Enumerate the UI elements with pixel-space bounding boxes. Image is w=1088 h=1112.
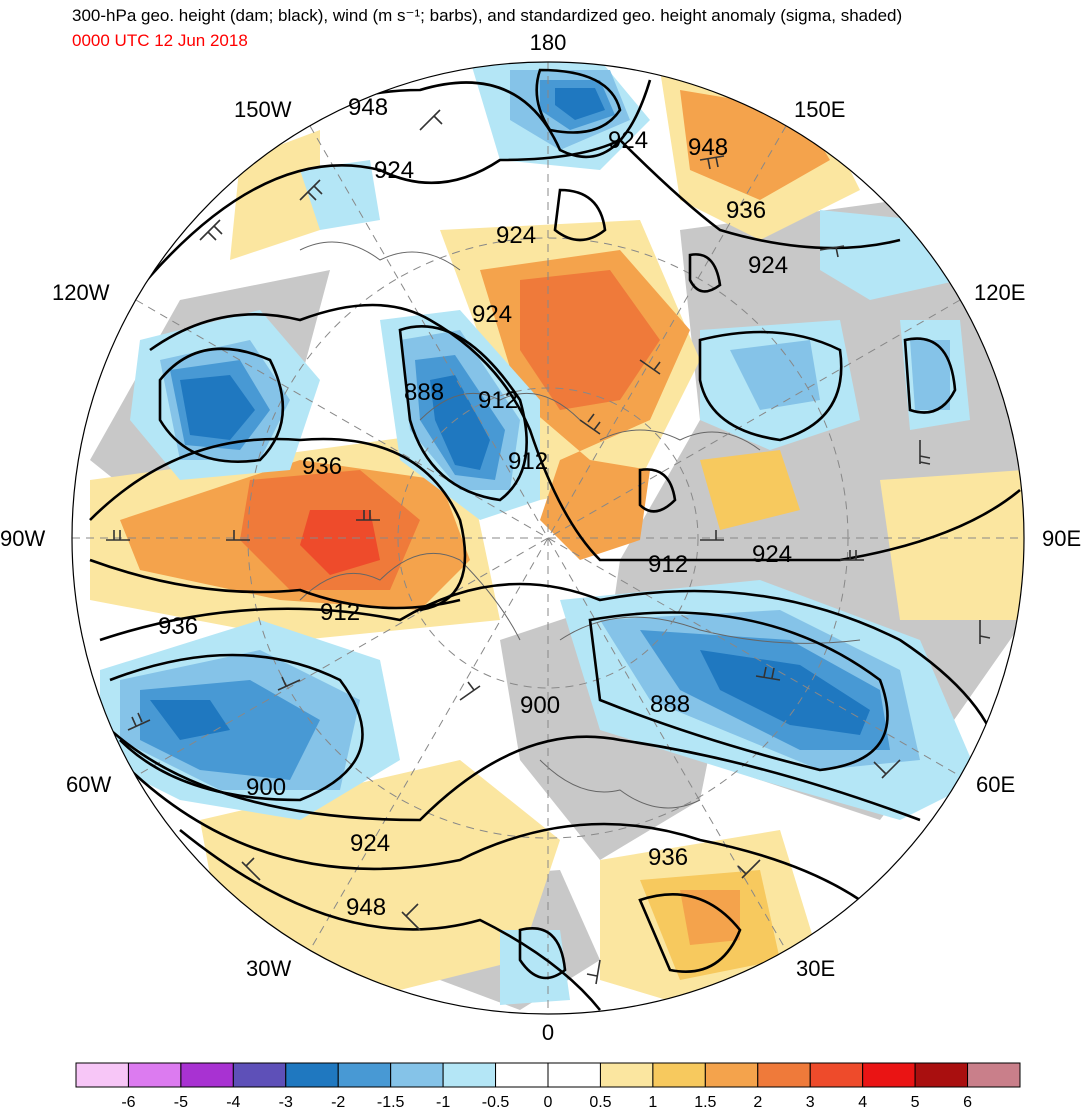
colorbar-box (652, 1062, 706, 1088)
colorbar-tick-label: -4 (226, 1094, 241, 1111)
lon-label-150w: 150W (234, 97, 292, 122)
lon-label-120e: 120E (974, 280, 1026, 305)
colorbar-tick-label: 3 (805, 1094, 815, 1111)
lon-label-180: 180 (529, 30, 567, 55)
valid-time: 0000 UTC 12 Jun 2018 (72, 31, 248, 50)
graticule (72, 62, 1024, 1014)
colorbar-tick-label: -2 (331, 1094, 346, 1111)
contour-label: 948 (688, 134, 728, 161)
colorbar-box (495, 1062, 549, 1088)
colorbar-tick-label: 0 (543, 1094, 553, 1111)
colorbar-tick-label: 4 (858, 1094, 868, 1111)
wind-barbs (106, 109, 991, 985)
colorbar-box (180, 1062, 234, 1088)
colorbar-box (127, 1062, 182, 1088)
contour-label: 948 (348, 94, 388, 121)
colorbar-tick-label: -0.5 (481, 1094, 510, 1111)
contour-label: 912 (478, 387, 518, 414)
lon-label-30w: 30W (246, 956, 292, 981)
colorbar-box (337, 1062, 392, 1088)
colorbar-box (599, 1062, 654, 1088)
colorbar-box (285, 1062, 339, 1088)
colorbar-box (232, 1062, 287, 1088)
colorbar-box (862, 1062, 916, 1088)
colorbar-box (914, 1062, 969, 1088)
contour-label: 924 (748, 252, 788, 279)
colorbar-tick-label: 1.5 (694, 1094, 717, 1111)
contour-label: 948 (346, 894, 386, 921)
contour-label: 924 (496, 222, 536, 249)
contour-label: 912 (508, 448, 548, 475)
contour-label: 924 (350, 830, 390, 857)
contour-label: 924 (374, 157, 414, 184)
contour-label: 912 (320, 599, 360, 626)
contour-label: 936 (302, 453, 342, 480)
lon-label-30e: 30E (796, 956, 836, 981)
contour-label: 888 (404, 379, 444, 406)
colorbar-box (75, 1062, 129, 1088)
colorbar-box (704, 1062, 759, 1088)
colorbar-box (809, 1062, 864, 1088)
contour-label: 936 (648, 844, 688, 871)
anomaly-shading (72, 62, 1024, 1014)
contour-labels: 948 948 948 924 924 924 924 924 924 924 … (158, 94, 792, 921)
colorbar-box (547, 1062, 601, 1088)
contour-label: 936 (726, 197, 766, 224)
colorbar-tick-label: -6 (121, 1094, 136, 1111)
contour-label: 900 (520, 692, 560, 719)
lon-label-60w: 60W (66, 772, 112, 797)
map-boundary (71, 61, 1025, 1015)
colorbar-tick-label: -1 (435, 1094, 451, 1111)
lon-label-60e: 60E (976, 772, 1016, 797)
colorbar-tick-label: 2 (753, 1094, 763, 1111)
contour-label: 900 (246, 774, 286, 801)
lon-label-90w: 90W (0, 526, 46, 551)
colorbar-box (757, 1062, 811, 1088)
contour-label: 924 (752, 541, 792, 568)
contour-label: 936 (158, 613, 198, 640)
colorbar-box (390, 1062, 444, 1088)
coastlines (299, 241, 861, 809)
lon-label-120w: 120W (52, 280, 110, 305)
colorbar-tick-label: 1 (648, 1094, 658, 1111)
lon-label-0: 0 (541, 1020, 555, 1045)
colorbar-tick-label: -3 (278, 1094, 293, 1111)
contour-label: 924 (608, 127, 648, 154)
map-title: 300-hPa geo. height (dam; black), wind (… (72, 6, 903, 25)
contour-label: 888 (650, 691, 690, 718)
colorbar-box (967, 1062, 1021, 1088)
colorbar (75, 1062, 1021, 1088)
colorbar-tick-label: -5 (173, 1094, 188, 1111)
contour-label: 912 (648, 551, 688, 578)
colorbar-tick-label: 5 (910, 1094, 920, 1111)
colorbar-tick-label: 6 (963, 1094, 972, 1111)
colorbar-box (442, 1062, 497, 1088)
lon-label-90e: 90E (1042, 526, 1082, 551)
lon-label-150e: 150E (794, 97, 846, 122)
contour-label: 924 (472, 301, 512, 328)
colorbar-tick-label: 0.5 (589, 1094, 612, 1111)
colorbar-tick-label: -1.5 (376, 1094, 405, 1111)
